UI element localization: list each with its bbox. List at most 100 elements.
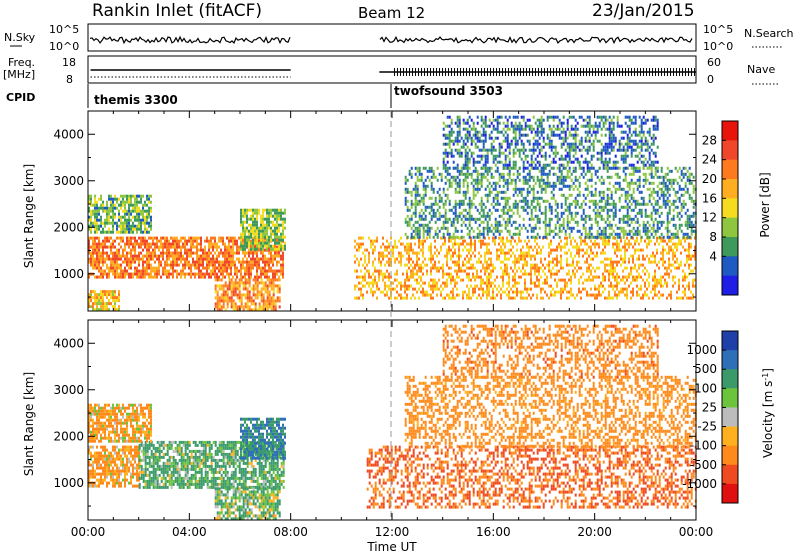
heatmap-cell	[570, 217, 573, 221]
heatmap-cell	[616, 181, 619, 185]
heatmap-cell	[180, 260, 182, 264]
heatmap-cell	[440, 175, 443, 179]
heatmap-cell	[636, 232, 639, 236]
heatmap-cell	[216, 293, 219, 297]
heatmap-cell	[654, 257, 656, 261]
heatmap-cell	[422, 196, 425, 200]
heatmap-cell	[520, 187, 523, 191]
heatmap-cell	[252, 287, 255, 291]
heatmap-cell	[486, 248, 488, 252]
heatmap-cell	[274, 284, 277, 288]
heatmap-cell	[522, 169, 525, 173]
heatmap-cell	[542, 178, 545, 182]
heatmap-cell	[486, 232, 489, 236]
heatmap-cell	[232, 287, 235, 291]
heatmap-cell	[448, 184, 451, 188]
heatmap-cell	[410, 263, 412, 267]
heatmap-cell	[588, 178, 591, 182]
heatmap-cell	[570, 275, 572, 279]
heatmap-cell	[624, 193, 627, 197]
heatmap-cell	[604, 232, 607, 236]
heatmap-cell	[264, 248, 266, 252]
heatmap-cell	[628, 193, 631, 197]
heatmap-cell	[232, 254, 234, 258]
heatmap-cell	[88, 227, 90, 231]
heatmap-cell	[134, 227, 136, 231]
heatmap-cell	[216, 302, 219, 306]
heatmap-cell	[156, 272, 158, 276]
heatmap-cell	[564, 284, 566, 288]
heatmap-cell	[644, 181, 647, 185]
heatmap-cell	[274, 299, 277, 303]
heatmap-cell	[162, 248, 164, 252]
heatmap-cell	[490, 296, 492, 300]
heatmap-cell	[556, 245, 558, 249]
heatmap-cell	[264, 257, 266, 261]
heatmap-cell	[260, 235, 262, 239]
heatmap-cell	[394, 257, 396, 261]
heatmap-cell	[192, 236, 194, 240]
heatmap-cell	[482, 208, 485, 212]
heatmap-cell	[98, 236, 100, 240]
heatmap-cell	[106, 251, 108, 255]
heatmap-cell	[116, 251, 118, 255]
heatmap-cell	[432, 208, 435, 212]
heatmap-cell	[566, 205, 569, 209]
heatmap-cell	[588, 232, 591, 236]
heatmap-cell	[688, 296, 690, 300]
heatmap-cell	[236, 305, 239, 309]
heatmap-cell	[276, 232, 278, 236]
heatmap-cell	[556, 232, 559, 236]
heatmap-cell	[578, 248, 580, 252]
heatmap-cell	[426, 229, 429, 233]
heatmap-cell	[102, 203, 104, 207]
heatmap-cell	[114, 260, 116, 264]
heatmap-cell	[112, 257, 114, 261]
heatmap-cell	[454, 199, 457, 203]
heatmap-cell	[636, 257, 638, 261]
heatmap-cell	[388, 242, 390, 246]
heatmap-cell	[160, 251, 162, 255]
heatmap-cell	[256, 235, 258, 239]
heatmap-cell	[498, 220, 501, 224]
heatmap-cell	[100, 215, 102, 219]
heatmap-cell	[144, 254, 146, 258]
heatmap-cell	[460, 242, 462, 246]
heatmap-cell	[412, 260, 414, 264]
heatmap-cell	[166, 260, 168, 264]
heatmap-cell	[364, 248, 366, 252]
heatmap-cell	[216, 305, 219, 309]
heatmap-cell	[578, 229, 581, 233]
heatmap-cell	[472, 190, 475, 194]
heatmap-cell	[192, 260, 194, 264]
heatmap-cell	[692, 281, 694, 285]
heatmap-cell	[410, 193, 413, 197]
heatmap-cell	[616, 226, 619, 230]
heatmap-cell	[96, 254, 98, 258]
heatmap-cell	[508, 275, 510, 279]
heatmap-cell	[606, 169, 609, 173]
heatmap-cell	[618, 242, 620, 246]
heatmap-cell	[264, 302, 267, 306]
heatmap-cell	[654, 293, 656, 297]
heatmap-cell	[216, 266, 218, 270]
heatmap-cell	[124, 260, 126, 264]
heatmap-cell	[270, 269, 272, 273]
heatmap-cell	[124, 245, 126, 249]
heatmap-cell	[466, 284, 468, 288]
heatmap-cell	[386, 254, 388, 258]
heatmap-cell	[262, 254, 264, 258]
heatmap-cell	[126, 260, 128, 264]
heatmap-cell	[262, 308, 265, 312]
heatmap-cell	[412, 266, 414, 270]
heatmap-cell	[442, 205, 445, 209]
heatmap-cell	[258, 293, 261, 297]
heatmap-cell	[454, 263, 456, 267]
heatmap-cell	[228, 299, 231, 303]
heatmap-cell	[152, 236, 154, 240]
heatmap-cell	[604, 257, 606, 261]
heatmap-cell	[440, 293, 442, 297]
heatmap-cell	[362, 278, 364, 282]
heatmap-cell	[538, 169, 541, 173]
heatmap-cell	[186, 257, 188, 261]
